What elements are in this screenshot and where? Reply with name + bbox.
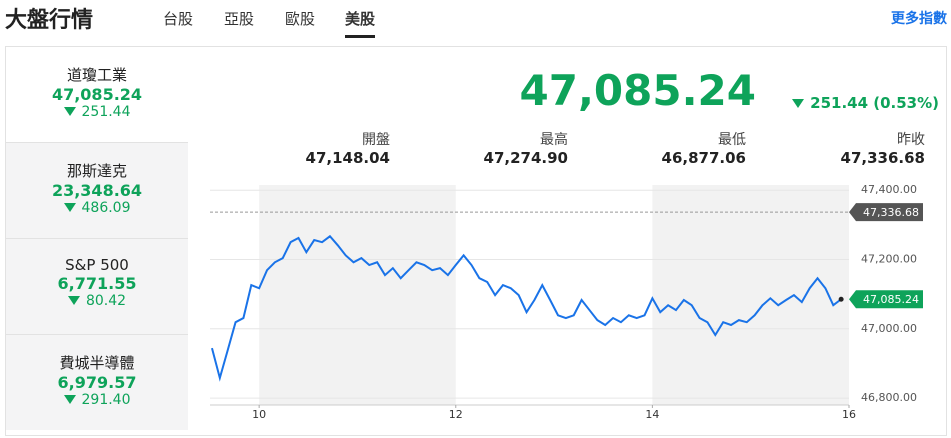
- page-title: 大盤行情: [5, 8, 94, 33]
- index-item[interactable]: 費城半導體 6,979.57 291.40: [6, 335, 188, 430]
- down-icon: [63, 107, 76, 116]
- index-item[interactable]: 那斯達克 23,348.64 486.09: [6, 143, 188, 239]
- price-line: [210, 234, 842, 382]
- index-name: 道瓊工業: [66, 66, 127, 84]
- down-icon: [63, 203, 76, 212]
- index-item[interactable]: 道瓊工業 47,085.24 251.44: [6, 47, 188, 143]
- index-change: 486.09: [6, 200, 188, 216]
- quote-value: 47,085.24: [519, 66, 756, 115]
- change-text: 80.42: [85, 293, 127, 309]
- value-tag: [849, 203, 923, 222]
- down-icon: [792, 99, 805, 108]
- change-text: 251.44 (0.53%): [810, 94, 939, 112]
- index-change: 80.42: [6, 293, 188, 309]
- stat-value: 47,336.68: [840, 149, 925, 167]
- quote-change: 251.44 (0.53%): [792, 94, 939, 112]
- change-text: 486.09: [81, 200, 131, 216]
- index-change: 251.44: [6, 104, 188, 120]
- index-name: 那斯達克: [66, 162, 127, 180]
- index-item[interactable]: S&P 500 6,771.55 80.42: [6, 239, 188, 335]
- panel: [5, 46, 947, 436]
- x-tick-label: 10: [252, 408, 266, 421]
- index-name: S&P 500: [65, 256, 129, 274]
- value-tag-label: 47,336.68: [863, 206, 919, 219]
- stat-value: 47,148.04: [305, 149, 390, 167]
- stat-label: 最低: [718, 132, 746, 148]
- change-text: 291.40: [81, 392, 131, 408]
- down-icon: [63, 395, 76, 404]
- tab[interactable]: 美股: [345, 8, 376, 38]
- stat-value: 46,877.06: [661, 149, 746, 167]
- y-tick-label: 46,800.00: [861, 391, 917, 404]
- stat-label: 最高: [540, 132, 568, 148]
- index-value: 23,348.64: [51, 181, 143, 200]
- tab[interactable]: 亞股: [224, 10, 255, 28]
- index-change: 291.40: [6, 392, 188, 408]
- tab[interactable]: 歐股: [285, 10, 316, 28]
- value-tag-label: 47,085.24: [863, 293, 919, 306]
- index-value: 47,085.24: [51, 85, 143, 104]
- index-name: 費城半導體: [59, 354, 135, 372]
- stat-label: 昨收: [897, 132, 925, 148]
- change-text: 251.44: [81, 104, 131, 120]
- y-tick-label: 47,200.00: [861, 252, 917, 265]
- stat-label: 開盤: [362, 132, 390, 148]
- value-tag: [849, 290, 923, 309]
- x-tick-label: 16: [842, 408, 856, 421]
- y-tick-label: 47,000.00: [861, 322, 917, 335]
- index-value: 6,771.55: [57, 274, 137, 293]
- stat-value: 47,274.90: [483, 149, 568, 167]
- down-icon: [67, 296, 80, 305]
- x-tick-label: 14: [645, 408, 659, 421]
- more-link[interactable]: 更多指數: [891, 11, 947, 27]
- x-tick-label: 12: [449, 408, 463, 421]
- tab[interactable]: 台股: [163, 10, 194, 28]
- y-tick-label: 47,400.00: [861, 183, 917, 196]
- band: [652, 185, 849, 405]
- band: [259, 185, 456, 405]
- last-point: [838, 296, 844, 302]
- index-value: 6,979.57: [57, 373, 137, 392]
